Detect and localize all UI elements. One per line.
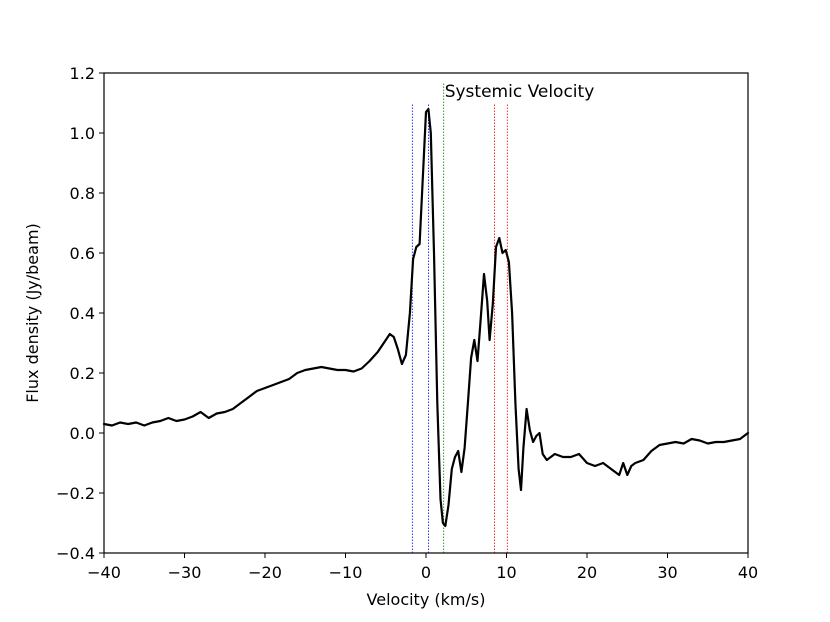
x-tick-label: 0 [421,563,431,582]
plot-frame [103,72,749,554]
spectrum-series [102,107,750,528]
y-tick-label: 1.0 [70,124,95,143]
y-tick-label: 0.2 [70,364,95,383]
y-tick-label: 0.8 [70,184,95,203]
systemic-velocity-label: Systemic Velocity [445,82,595,102]
y-tick-label: 0.0 [70,424,95,443]
x-tick-label: 10 [496,563,516,582]
x-tick-label: 40 [738,563,758,582]
x-axis-title: Velocity (km/s) [367,590,486,609]
y-tick-label: 1.2 [70,64,95,83]
x-axis-ticks: −40 −30 −20 −10 0 10 20 30 40 [87,553,758,582]
y-tick-label: 0.6 [70,244,95,263]
reference-lines [411,82,508,553]
x-tick-label: −40 [87,563,121,582]
y-tick-label: −0.4 [56,544,95,563]
spectrum-line [102,107,750,528]
x-tick-label: −10 [329,563,363,582]
x-tick-label: −20 [248,563,282,582]
y-tick-label: 0.4 [70,304,95,323]
x-tick-label: −30 [168,563,202,582]
x-tick-label: 30 [657,563,677,582]
y-tick-label: −0.2 [56,484,95,503]
y-axis-ticks: −0.4 −0.2 0.0 0.2 0.4 0.6 0.8 1.0 1.2 [56,64,104,563]
x-tick-label: 20 [577,563,597,582]
y-axis-title: Flux density (Jy/beam) [23,223,42,403]
